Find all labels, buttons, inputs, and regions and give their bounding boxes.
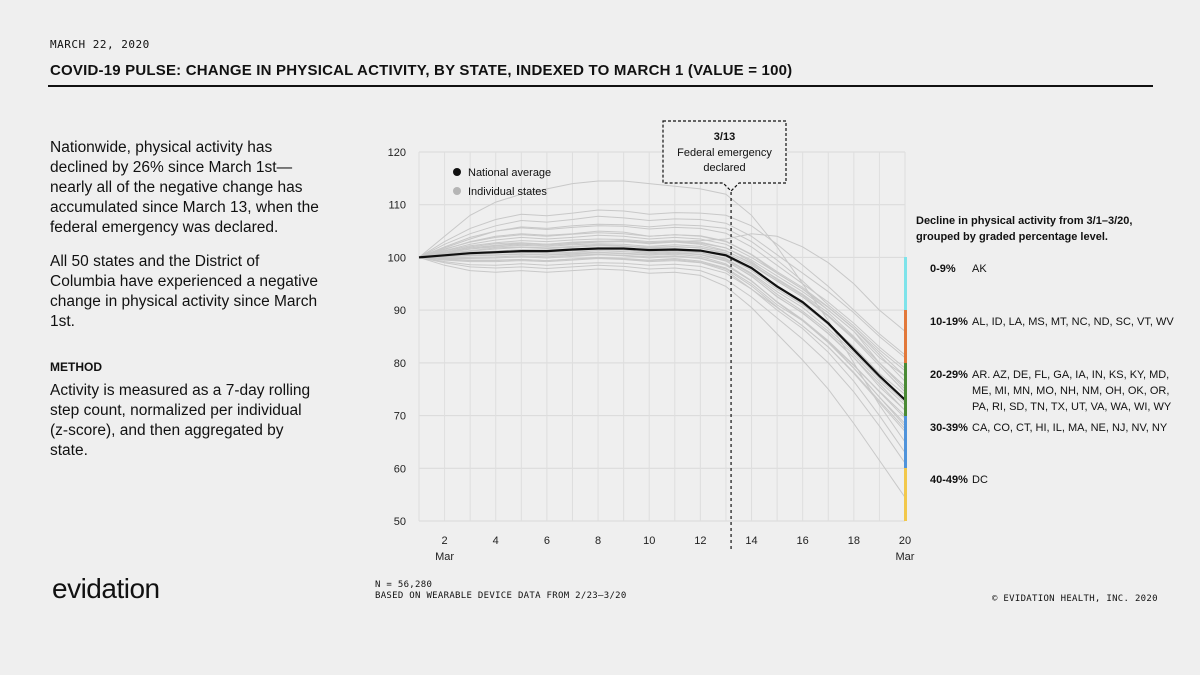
y-tick-label: 120 — [388, 147, 406, 159]
x-month-label: Mar — [896, 551, 915, 563]
emergency-annotation: 3/13 Federal emergency declared — [662, 120, 787, 551]
state-line — [418, 215, 906, 358]
x-tick-label: 10 — [643, 535, 655, 547]
report-date: MARCH 22, 2020 — [50, 38, 150, 51]
state-line — [418, 240, 906, 393]
state-line — [418, 180, 906, 443]
legend-label: Individual states — [468, 186, 547, 198]
state-line — [418, 251, 906, 411]
chart-grid — [418, 151, 906, 522]
data-source-note: BASED ON WEARABLE DEVICE DATA FROM 2/23–… — [375, 591, 627, 601]
group-color-bar — [904, 415, 907, 469]
group-color-bar — [904, 362, 907, 416]
y-axis-ticks: 50 60 70 80 90 100 110 120 — [388, 147, 406, 528]
legend-swatch — [453, 187, 461, 195]
state-lines — [418, 180, 906, 498]
state-line — [418, 252, 906, 427]
annotation-text-line1: Federal emergency — [677, 147, 772, 159]
group-color-bar — [904, 257, 907, 311]
annotation-callout-box — [662, 120, 787, 192]
annotation-date: 3/13 — [714, 131, 735, 143]
state-line — [418, 256, 906, 430]
x-month-label: Mar — [435, 551, 454, 563]
state-line — [418, 256, 906, 464]
group-label: 0-9% — [930, 263, 956, 276]
title-divider — [48, 85, 1153, 87]
group-label: 10-19% — [930, 316, 968, 329]
group-color-bar — [904, 468, 907, 521]
annotation-text-line2: declared — [703, 162, 745, 174]
group-states: AK — [972, 263, 987, 276]
x-tick-label: 2 — [442, 535, 448, 547]
x-axis-ticks: 2 4 6 8 10 12 14 16 18 20 Mar Mar — [435, 535, 915, 563]
y-tick-label: 100 — [388, 252, 406, 264]
y-tick-label: 110 — [388, 200, 406, 212]
x-tick-label: 16 — [797, 535, 809, 547]
x-tick-label: 12 — [694, 535, 706, 547]
evidation-logo: evidation — [52, 573, 160, 604]
group-legend-title: Decline in physical activity from 3/1–3/… — [916, 213, 1186, 245]
footnote: N = 56,280 BASED ON WEARABLE DEVICE DATA… — [375, 580, 627, 602]
x-tick-label: 6 — [544, 535, 550, 547]
method-paragraph: Activity is measured as a 7-day rolling … — [50, 382, 311, 459]
state-line — [418, 253, 906, 416]
copyright: © EVIDATION HEALTH, INC. 2020 — [992, 594, 1158, 604]
group-states: DC — [972, 474, 988, 487]
group-legend-title-line1: Decline in physical activity from 3/1–3/… — [916, 215, 1133, 227]
legend-swatch — [453, 168, 461, 176]
national-average-line-group — [418, 247, 906, 401]
summary-paragraph-1: Nationwide, physical activity has declin… — [50, 139, 319, 236]
x-tick-label: 18 — [848, 535, 860, 547]
y-tick-label: 70 — [394, 411, 406, 423]
sample-size: N = 56,280 — [375, 580, 433, 590]
state-line — [418, 243, 906, 387]
page-title: COVID-19 PULSE: CHANGE IN PHYSICAL ACTIV… — [50, 62, 793, 79]
y-tick-label: 90 — [394, 305, 406, 317]
state-line — [418, 256, 906, 498]
group-color-bar — [904, 310, 907, 363]
state-line — [418, 225, 906, 369]
state-line — [418, 256, 906, 453]
state-line — [418, 254, 906, 419]
group-label: 20-29% — [930, 368, 968, 381]
x-tick-label: 8 — [595, 535, 601, 547]
group-label: 40-49% — [930, 474, 968, 487]
state-line — [418, 250, 906, 411]
state-line — [418, 234, 906, 382]
group-legend-title-line2: grouped by graded percentage level. — [916, 231, 1108, 243]
x-tick-label: 14 — [745, 535, 757, 547]
summary-paragraph-2: All 50 states and the District of Columb… — [50, 253, 318, 330]
y-tick-label: 60 — [394, 463, 406, 475]
legend-label: National average — [468, 167, 551, 179]
state-line — [418, 232, 906, 377]
method-heading: METHOD — [50, 360, 102, 374]
state-line — [418, 238, 906, 387]
state-line — [418, 209, 906, 356]
state-line — [418, 247, 906, 395]
state-line — [418, 256, 906, 424]
group-label: 30-39% — [930, 421, 968, 434]
y-tick-label: 50 — [394, 516, 406, 528]
x-tick-label: 4 — [493, 535, 499, 547]
chart-legend: National average Individual states — [453, 167, 551, 198]
group-states: AR. AZ, DE, FL, GA, IA, IN, KS, KY, MD, … — [972, 368, 1172, 413]
state-line — [418, 240, 906, 390]
group-states: AL, ID, LA, MS, MT, NC, ND, SC, VT, WV — [972, 316, 1174, 329]
x-tick-label: 20 — [899, 535, 911, 547]
national-average-line — [418, 247, 906, 401]
y-tick-label: 80 — [394, 358, 406, 370]
group-states: CA, CO, CT, HI, IL, MA, NE, NJ, NV, NY — [972, 421, 1168, 434]
state-line — [418, 244, 906, 401]
